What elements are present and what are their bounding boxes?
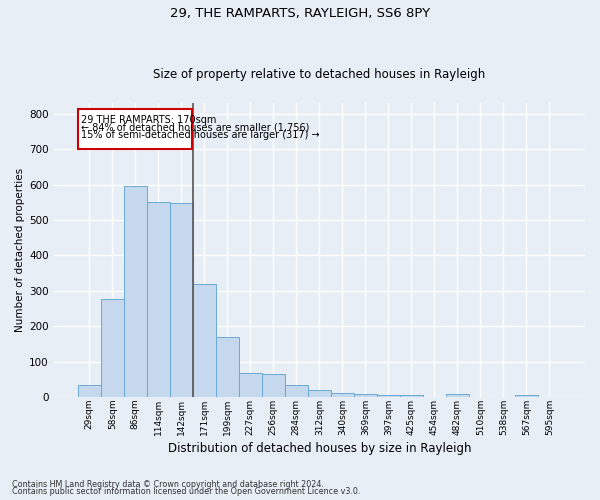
Text: 15% of semi-detached houses are larger (317) →: 15% of semi-detached houses are larger (…: [81, 130, 320, 140]
Y-axis label: Number of detached properties: Number of detached properties: [15, 168, 25, 332]
Bar: [78, 385, 101, 398]
Bar: [515, 395, 538, 398]
Bar: [239, 373, 262, 398]
Bar: [147, 202, 170, 398]
Bar: [377, 395, 400, 398]
Title: Size of property relative to detached houses in Rayleigh: Size of property relative to detached ho…: [153, 68, 485, 81]
Bar: [262, 374, 285, 398]
Bar: [101, 298, 124, 398]
Text: 29 THE RAMPARTS: 170sqm: 29 THE RAMPARTS: 170sqm: [81, 114, 217, 124]
Bar: [193, 284, 216, 398]
Text: ← 84% of detached houses are smaller (1,756): ← 84% of detached houses are smaller (1,…: [81, 122, 310, 132]
Bar: [331, 392, 354, 398]
Bar: [354, 394, 377, 398]
Bar: [216, 337, 239, 398]
FancyBboxPatch shape: [78, 110, 193, 149]
Bar: [308, 390, 331, 398]
Bar: [400, 395, 423, 398]
X-axis label: Distribution of detached houses by size in Rayleigh: Distribution of detached houses by size …: [167, 442, 471, 455]
Bar: [170, 203, 193, 398]
Bar: [285, 385, 308, 398]
Text: Contains public sector information licensed under the Open Government Licence v3: Contains public sector information licen…: [12, 487, 361, 496]
Bar: [124, 186, 147, 398]
Text: 29, THE RAMPARTS, RAYLEIGH, SS6 8PY: 29, THE RAMPARTS, RAYLEIGH, SS6 8PY: [170, 8, 430, 20]
Bar: [446, 394, 469, 398]
Text: Contains HM Land Registry data © Crown copyright and database right 2024.: Contains HM Land Registry data © Crown c…: [12, 480, 324, 489]
